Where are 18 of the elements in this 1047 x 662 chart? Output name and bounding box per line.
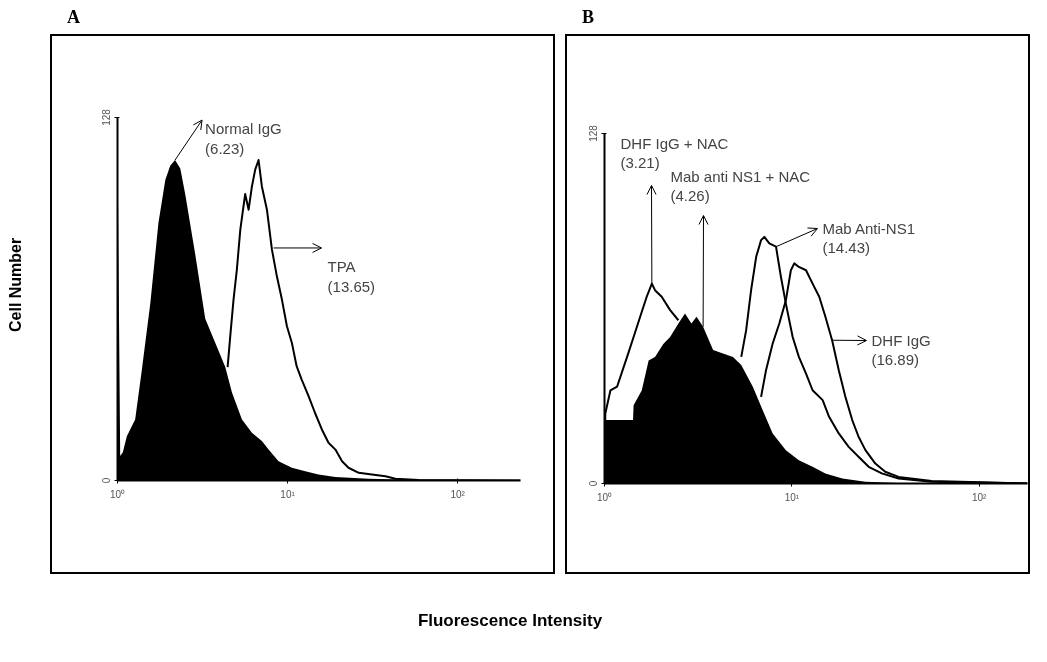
- annotation: Mab Anti-NS1 (14.43): [822, 219, 916, 257]
- x-tick-label: 10¹: [784, 491, 800, 503]
- annotation: Normal IgG (6.23): [205, 120, 282, 157]
- y-tick-label: 0: [587, 480, 599, 487]
- x-tick-label: 10²: [971, 491, 988, 503]
- chart-title: A: [67, 6, 80, 29]
- chart-title: B: [582, 6, 595, 29]
- x-tick-label: 10⁰: [109, 488, 126, 500]
- x-axis-title: Fluorescence Intensity: [417, 610, 603, 632]
- x-tick-label: 10²: [450, 488, 466, 500]
- y-tick-label: 0: [100, 477, 112, 484]
- x-tick-label: 10⁰: [596, 491, 613, 503]
- y-tick-label: 128: [587, 124, 599, 142]
- y-tick-label: 128: [100, 108, 112, 126]
- y-axis-title: Cell Number: [6, 237, 25, 333]
- annotation: DHF IgG (16.89): [871, 331, 931, 369]
- x-tick-label: 10¹: [280, 488, 296, 500]
- annotation: TPA (13.65): [327, 257, 376, 295]
